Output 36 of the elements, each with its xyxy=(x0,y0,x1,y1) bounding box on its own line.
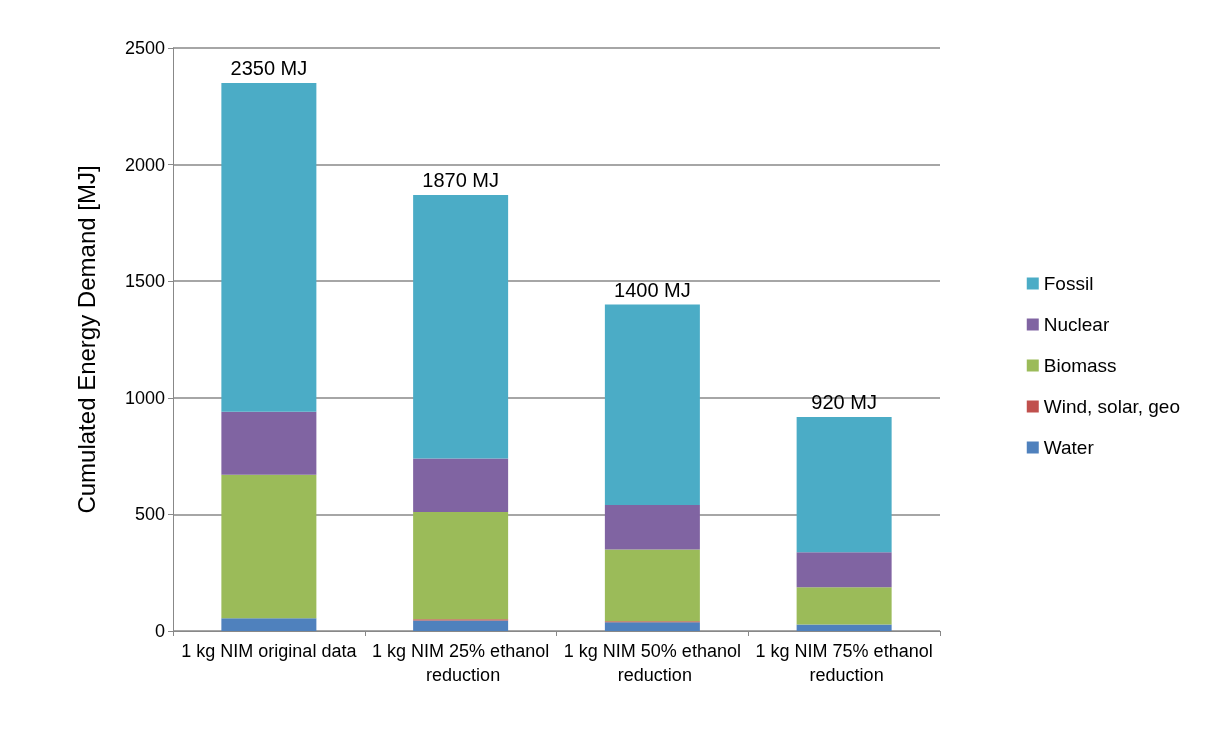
bar xyxy=(221,82,317,412)
legend-label: Wind, solar, geo xyxy=(1043,396,1181,417)
legend-label: Fossil xyxy=(1043,273,1094,294)
y-tick-label: 2000 xyxy=(124,154,165,175)
x-tick-label: 1 kg NIM 25% ethanol reduction xyxy=(372,641,550,685)
x-tick-label: 1 kg NIM 50% ethanol reduction xyxy=(563,641,741,685)
bar xyxy=(604,622,700,631)
bar xyxy=(604,505,700,550)
bar xyxy=(796,416,892,553)
legend-label: Water xyxy=(1043,437,1095,458)
bar xyxy=(413,512,509,620)
y-axis-title: Cumulated Energy Demand [MJ] xyxy=(72,165,100,514)
bar xyxy=(413,458,509,513)
y-tick-label: 1500 xyxy=(124,271,165,292)
total-label: 1400 MJ xyxy=(614,278,691,301)
legend-label: Biomass xyxy=(1043,355,1117,376)
y-tick-label: 0 xyxy=(154,621,165,641)
bar xyxy=(604,304,700,506)
legend-label: Nuclear xyxy=(1043,314,1110,335)
total-label: 1870 MJ xyxy=(422,168,499,191)
bar xyxy=(796,624,892,631)
x-tick-label: 1 kg NIM original data xyxy=(181,641,358,661)
bar xyxy=(413,620,509,631)
y-tick-label: 500 xyxy=(134,504,165,525)
bar xyxy=(221,618,317,631)
x-tick-label: 1 kg NIM 75% ethanol reduction xyxy=(755,641,933,685)
bar xyxy=(221,474,317,619)
total-label: 2350 MJ xyxy=(230,56,308,79)
bar xyxy=(604,549,700,622)
bar xyxy=(796,587,892,625)
bar xyxy=(796,552,892,588)
total-label: 920 MJ xyxy=(811,390,877,413)
bar xyxy=(221,411,317,475)
bar xyxy=(413,194,509,459)
y-tick-label: 2500 xyxy=(124,38,165,58)
y-tick-label: 1000 xyxy=(124,387,165,408)
